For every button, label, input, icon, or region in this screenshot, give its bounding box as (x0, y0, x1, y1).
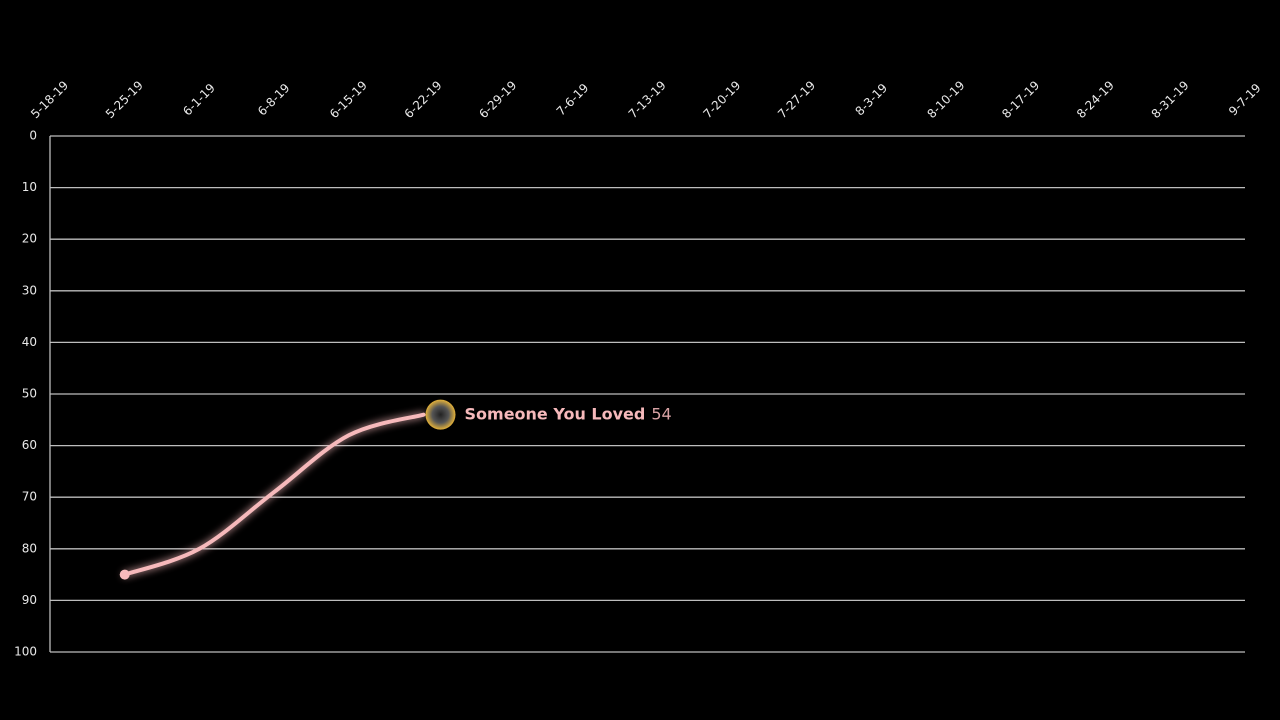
x-tick-label: 8-24-19 (1074, 78, 1117, 121)
x-tick-label: 8-3-19 (853, 81, 891, 119)
x-tick-label: 6-1-19 (180, 81, 218, 119)
y-tick-label: 10 (22, 180, 37, 194)
y-tick-label: 0 (29, 129, 37, 143)
x-tick-label: 7-6-19 (554, 81, 592, 119)
y-tick-label: 100 (14, 645, 37, 659)
x-tick-label: 8-10-19 (925, 78, 968, 121)
y-tick-label: 30 (22, 283, 37, 297)
series-label: Someone You Loved 54 (465, 404, 672, 423)
y-tick-label: 90 (22, 593, 37, 607)
x-tick-label: 7-27-19 (775, 78, 818, 121)
x-tick-label: 6-8-19 (255, 81, 293, 119)
x-tick-label: 8-17-19 (999, 78, 1042, 121)
line (122, 412, 426, 577)
x-tick-label: 5-18-19 (28, 78, 71, 121)
x-tick-label: 7-20-19 (700, 78, 743, 121)
x-tick-label: 6-29-19 (476, 78, 519, 121)
x-tick-label: 8-31-19 (1149, 78, 1192, 121)
x-tick-label: 5-25-19 (103, 78, 146, 121)
y-tick-label: 40 (22, 335, 37, 349)
y-tick-label: 70 (22, 490, 37, 504)
series-name: Someone You Loved (465, 404, 646, 423)
y-tick-label: 80 (22, 541, 37, 555)
y-tick-label: 50 (22, 387, 37, 401)
y-tick-label: 20 (22, 232, 37, 246)
x-tick-label: 7-13-19 (626, 78, 669, 121)
start-dot (119, 569, 130, 580)
x-tick-label: 6-22-19 (402, 78, 445, 121)
x-tick-label: 9-7-19 (1226, 81, 1264, 119)
end-icon (425, 399, 456, 430)
y-tick-label: 60 (22, 438, 37, 452)
x-tick-label: 6-15-19 (327, 78, 370, 121)
value-label: 54 (651, 404, 671, 423)
